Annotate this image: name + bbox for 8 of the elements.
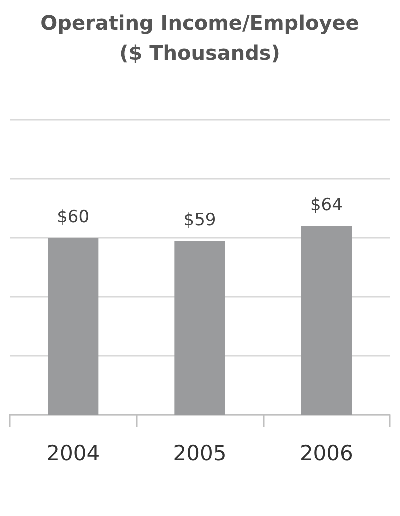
x-tick-label: 2006 <box>300 442 354 466</box>
chart-title: Operating Income/Employee <box>40 11 360 35</box>
data-label: $64 <box>310 196 343 216</box>
x-tick-label: 2004 <box>46 442 100 466</box>
chart-subtitle: ($ Thousands) <box>120 41 280 65</box>
data-label: $60 <box>57 208 90 228</box>
x-tick-label: 2005 <box>173 442 227 466</box>
data-label: $59 <box>184 210 216 230</box>
